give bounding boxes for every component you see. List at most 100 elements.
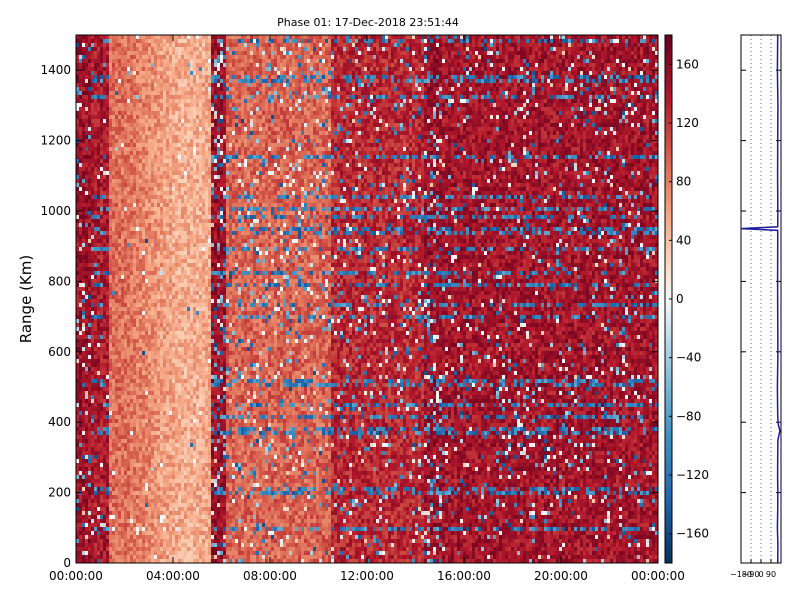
- heatmap-cell: [568, 55, 571, 59]
- heatmap-cell: [625, 51, 628, 55]
- heatmap-cell: [151, 67, 154, 71]
- heatmap-cell: [367, 59, 370, 63]
- heatmap-cell: [385, 87, 388, 91]
- heatmap-cell: [469, 75, 472, 79]
- heatmap-cell: [355, 75, 358, 79]
- heatmap-cell: [649, 51, 652, 55]
- heatmap-cell: [181, 63, 184, 67]
- heatmap-cell: [508, 39, 511, 43]
- heatmap-cell: [325, 75, 328, 79]
- heatmap-cell: [76, 63, 79, 67]
- heatmap-cell: [250, 47, 253, 51]
- heatmap-cell: [103, 55, 106, 59]
- heatmap-cell: [445, 71, 448, 75]
- heatmap-cell: [538, 35, 541, 39]
- heatmap-cell: [598, 95, 601, 99]
- heatmap-cell: [175, 47, 178, 51]
- heatmap-cell: [427, 91, 430, 95]
- heatmap-cell: [115, 75, 118, 79]
- heatmap-cell: [421, 51, 424, 55]
- heatmap-cell: [385, 91, 388, 95]
- heatmap-cell: [625, 75, 628, 79]
- heatmap-cell: [412, 91, 415, 95]
- heatmap-cell: [442, 63, 445, 67]
- heatmap-cell: [307, 55, 310, 59]
- heatmap-cell: [373, 35, 376, 39]
- heatmap-cell: [625, 83, 628, 87]
- heatmap-cell: [328, 63, 331, 67]
- heatmap-cell: [445, 79, 448, 83]
- heatmap-cell: [316, 47, 319, 51]
- heatmap-cell: [460, 63, 463, 67]
- heatmap-cell: [100, 79, 103, 83]
- heatmap-cell: [451, 79, 454, 83]
- heatmap-cell: [457, 111, 460, 115]
- heatmap-cell: [295, 87, 298, 91]
- heatmap-cell: [139, 47, 142, 51]
- heatmap-cell: [634, 83, 637, 87]
- heatmap-cell: [250, 99, 253, 103]
- heatmap-cell: [370, 71, 373, 75]
- heatmap-cell: [76, 67, 79, 71]
- heatmap-cell: [133, 107, 136, 111]
- heatmap-cell: [583, 75, 586, 79]
- heatmap-cell: [94, 51, 97, 55]
- heatmap-cell: [607, 47, 610, 51]
- heatmap-cell: [463, 79, 466, 83]
- heatmap-cell: [535, 63, 538, 67]
- heatmap-cell: [478, 91, 481, 95]
- heatmap-cell: [121, 87, 124, 91]
- heatmap-cell: [133, 103, 136, 107]
- heatmap-cell: [640, 111, 643, 115]
- heatmap-cell: [298, 87, 301, 91]
- heatmap-cell: [556, 83, 559, 87]
- heatmap-cell: [85, 75, 88, 79]
- heatmap-cell: [463, 63, 466, 67]
- heatmap-cell: [139, 115, 142, 119]
- heatmap-cell: [367, 79, 370, 83]
- heatmap-cell: [187, 75, 190, 79]
- heatmap-cell: [625, 55, 628, 59]
- heatmap-cell: [496, 43, 499, 47]
- heatmap-cell: [328, 79, 331, 83]
- heatmap-cell: [505, 47, 508, 51]
- heatmap-cell: [622, 59, 625, 63]
- heatmap-cell: [442, 39, 445, 43]
- heatmap-cell: [169, 87, 172, 91]
- heatmap-cell: [175, 55, 178, 59]
- heatmap-cell: [577, 115, 580, 119]
- heatmap-cell: [532, 103, 535, 107]
- heatmap-cell: [193, 115, 196, 119]
- heatmap-cell: [274, 83, 277, 87]
- heatmap-cell: [421, 115, 424, 119]
- heatmap-cell: [475, 59, 478, 63]
- heatmap-cell: [451, 115, 454, 119]
- heatmap-cell: [340, 59, 343, 63]
- heatmap-cell: [136, 95, 139, 99]
- heatmap-cell: [502, 47, 505, 51]
- heatmap-cell: [517, 95, 520, 99]
- heatmap-cell: [628, 79, 631, 83]
- heatmap-cell: [502, 83, 505, 87]
- heatmap-cell: [169, 91, 172, 95]
- heatmap-cell: [268, 59, 271, 63]
- heatmap-cell: [343, 59, 346, 63]
- heatmap-cell: [118, 59, 121, 63]
- heatmap-cell: [505, 35, 508, 39]
- heatmap-cell: [436, 99, 439, 103]
- heatmap-cell: [286, 103, 289, 107]
- heatmap-cell: [448, 67, 451, 71]
- heatmap-cell: [514, 39, 517, 43]
- heatmap-cell: [202, 107, 205, 111]
- heatmap-cell: [172, 75, 175, 79]
- heatmap-cell: [601, 55, 604, 59]
- heatmap-cell: [202, 59, 205, 63]
- heatmap-cell: [454, 115, 457, 119]
- heatmap-cell: [586, 99, 589, 103]
- heatmap-cell: [478, 115, 481, 119]
- heatmap-cell: [430, 75, 433, 79]
- heatmap-cell: [313, 99, 316, 103]
- heatmap-cell: [523, 95, 526, 99]
- heatmap-cell: [448, 115, 451, 119]
- heatmap-cell: [121, 59, 124, 63]
